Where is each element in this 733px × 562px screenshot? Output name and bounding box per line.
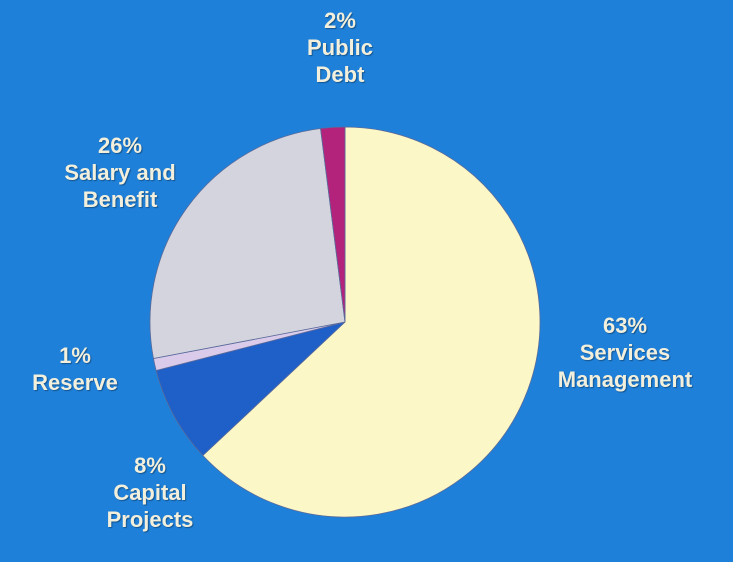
category-label: Capital Projects [106,480,194,532]
pie-slice [202,126,541,518]
value-label: 1% [59,343,91,368]
category-label: Reserve [32,370,118,395]
slice-label: 1% Reserve [20,342,130,396]
slice-label: 2% Public Debt [295,7,385,88]
value-label: 63% [602,313,648,338]
value-label: 26% [97,133,143,158]
pie-slice [155,321,346,457]
value-label: 2% [324,8,356,33]
pie-slice [149,128,346,360]
slice-label: 63% Services Management [540,312,710,393]
category-label: Public Debt [306,35,373,87]
slice-label: 8% Capital Projects [90,452,210,533]
value-label: 8% [134,453,166,478]
slice-label: 26% Salary and Benefit [45,132,195,213]
category-label: Services Management [557,340,693,392]
category-label: Salary and Benefit [64,160,176,212]
pie-slice [320,126,346,323]
